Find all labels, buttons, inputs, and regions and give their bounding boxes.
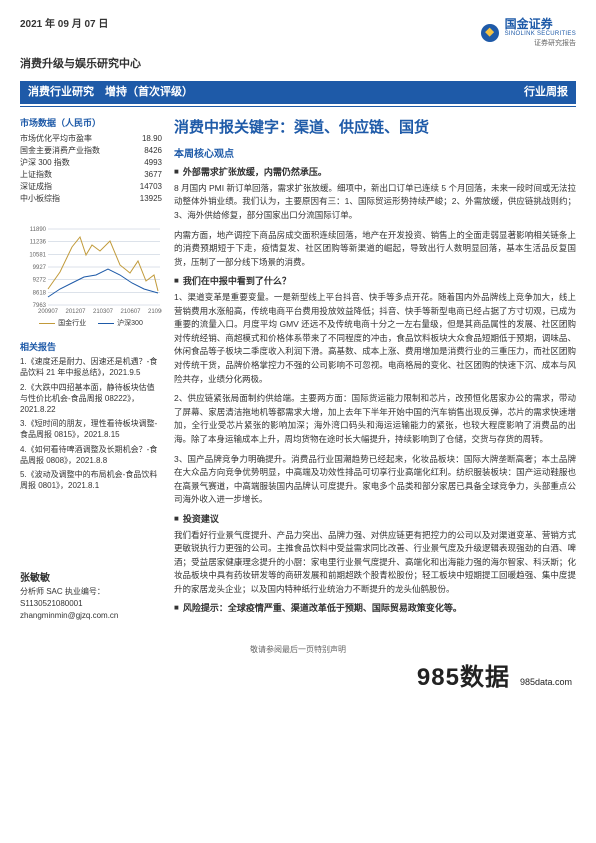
related-item: 5.《波动及调整中的布局机会-食品饮料周报 0801》，2021.8.1 [20,469,162,491]
market-label: 国金主要消费产业指数 [20,145,100,157]
title-bar-right: 行业周报 [524,85,568,100]
brand-block: ◆ 国金证券 SINOLINK SECURITIES 证券研究报告 [481,18,576,47]
svg-text:9927: 9927 [33,265,47,271]
chart-legend: 国金行业 沪深300 [20,319,162,329]
analyst-name: 张敏敏 [20,571,162,586]
bullet-3-p1: 我们看好行业景气度提升、产品力突出、品牌力强、对供应链更有把控力的公司以及对渠道… [174,529,576,597]
main-title: 消费中报关键字：渠道、供应链、国货 [174,117,576,138]
series-blue [48,269,158,297]
watermark-big: 985数据 [417,661,510,695]
market-row: 国金主要消费产业指数 8426 [20,145,162,157]
research-center: 消费升级与娱乐研究中心 [20,57,576,72]
chart-svg: 7963861892729927105811123611890 20090720… [20,217,162,317]
divider-line [20,106,576,107]
brand-logo-icon: ◆ [485,25,493,40]
market-row: 深证成指 14703 [20,181,162,193]
svg-text:200907: 200907 [38,309,59,315]
index-chart: 7963861892729927105811123611890 20090720… [20,217,162,317]
title-bar: 消费行业研究 增持（首次评级） 行业周报 [20,81,576,104]
market-label: 市场优化平均市盈率 [20,133,92,145]
brand-sub: 证券研究报告 [505,40,576,48]
section-core-title: 本周核心观点 [174,148,576,162]
market-row: 上证指数 3677 [20,169,162,181]
legend-item-0: 国金行业 [39,319,86,329]
title-bar-left: 消费行业研究 增持（首次评级） [28,85,193,100]
svg-text:8618: 8618 [33,290,47,296]
sidebar: 市场数据（人民币） 市场优化平均市盈率18.90国金主要消费产业指数8426沪深… [20,117,162,634]
bullet-1-p2: 内需方面，地产调控下商品房成交面积连续回落，地产在开发投资、销售上的全面走弱显著… [174,229,576,270]
market-label: 深证成指 [20,181,52,193]
bullet-2-p1: 1、渠道变革是重要变量。一是新型线上平台抖音、快手等多点开花。随着国内外品牌线上… [174,291,576,386]
analyst-email: zhangminmin@gjzq.com.cn [20,610,162,622]
analyst-sac: 分析师 SAC 执业编号：S1130521080001 [20,586,162,610]
market-data-title: 市场数据（人民币） [20,117,162,130]
report-date: 2021 年 09 月 07 日 [20,18,108,32]
legend-line-1 [98,323,114,324]
main-content: 消费中报关键字：渠道、供应链、国货 本周核心观点 外部需求扩张放缓，内需仍然承压… [174,117,576,634]
related-item: 2.《大跌中四招基本面，静待板块估值与性价比机会-食品周报 08222》，202… [20,382,162,416]
svg-text:9272: 9272 [33,278,47,284]
brand-name-cn: 国金证券 [505,18,576,31]
market-value: 14703 [140,181,162,193]
legend-item-1: 沪深300 [98,319,143,329]
market-row: 沪深 300 指数 4993 [20,157,162,169]
market-row: 市场优化平均市盈率 18.90 [20,133,162,145]
market-value: 18.90 [142,133,162,145]
market-label: 沪深 300 指数 [20,157,70,169]
bullet-2-p2: 2、供应链紧张局面制约供给端。主要两方面：国际货运能力限制和芯片，改预恒化居家办… [174,392,576,446]
market-value: 3677 [144,169,162,181]
svg-text:11890: 11890 [30,227,47,233]
svg-text:11236: 11236 [30,240,47,246]
bullet-2-p3: 3、国产品牌竞争力明确提升。消费品行业国潮趋势已经起来，化妆品板块：国际大牌垄断… [174,453,576,507]
svg-text:210607: 210607 [120,309,141,315]
legend-label-1: 沪深300 [117,319,143,329]
analyst-block: 张敏敏 分析师 SAC 执业编号：S1130521080001 zhangmin… [20,571,162,622]
footer-note: 敬请参阅最后一页特别声明 [20,644,576,655]
related-item: 1.《速度还是耐力、因速还是机遇？-食品饮料 21 年中报总结》，2021.9.… [20,356,162,378]
related-item: 3.《短时间的朋友，理性看待板块调整-食品周报 0815》，2021.8.15 [20,418,162,440]
svg-text:210907: 210907 [148,309,162,315]
svg-text:201207: 201207 [65,309,86,315]
market-value: 4993 [144,157,162,169]
market-value: 8426 [144,145,162,157]
market-label: 上证指数 [20,169,52,181]
bullet-4-head: 风险提示：全球疫情严重、渠道改革低于预期、国际贸易政策变化等。 [174,602,576,615]
market-value: 13925 [140,193,162,205]
related-reports-list: 1.《速度还是耐力、因速还是机遇？-食品饮料 21 年中报总结》，2021.9.… [20,356,162,491]
watermark: 985数据 985data.com [20,661,576,695]
bullet-3-head: 投资建议 [174,513,576,526]
bullet-1-head: 外部需求扩张放缓，内需仍然承压。 [174,166,576,179]
bullet-1-p1: 8 月国内 PMI 新订单回落，需求扩张放缓。细项中，新出口订单已连续 5 个月… [174,182,576,223]
related-item: 4.《如何看待啤酒调整及长期机会？-食品周报 0808》，2021.8.8 [20,444,162,466]
svg-text:10581: 10581 [29,252,46,258]
brand-name-en: SINOLINK SECURITIES [505,31,576,38]
brand-logo: ◆ [481,24,499,42]
legend-label-0: 国金行业 [58,319,86,329]
legend-line-0 [39,323,55,324]
svg-text:210307: 210307 [93,309,114,315]
market-label: 中小板综指 [20,193,60,205]
bullet-2-head: 我们在中报中看到了什么？ [174,275,576,288]
related-reports-title: 相关报告 [20,341,162,354]
series-gold [48,237,158,291]
watermark-small: 985data.com [520,676,572,689]
market-row: 中小板综指 13925 [20,193,162,205]
